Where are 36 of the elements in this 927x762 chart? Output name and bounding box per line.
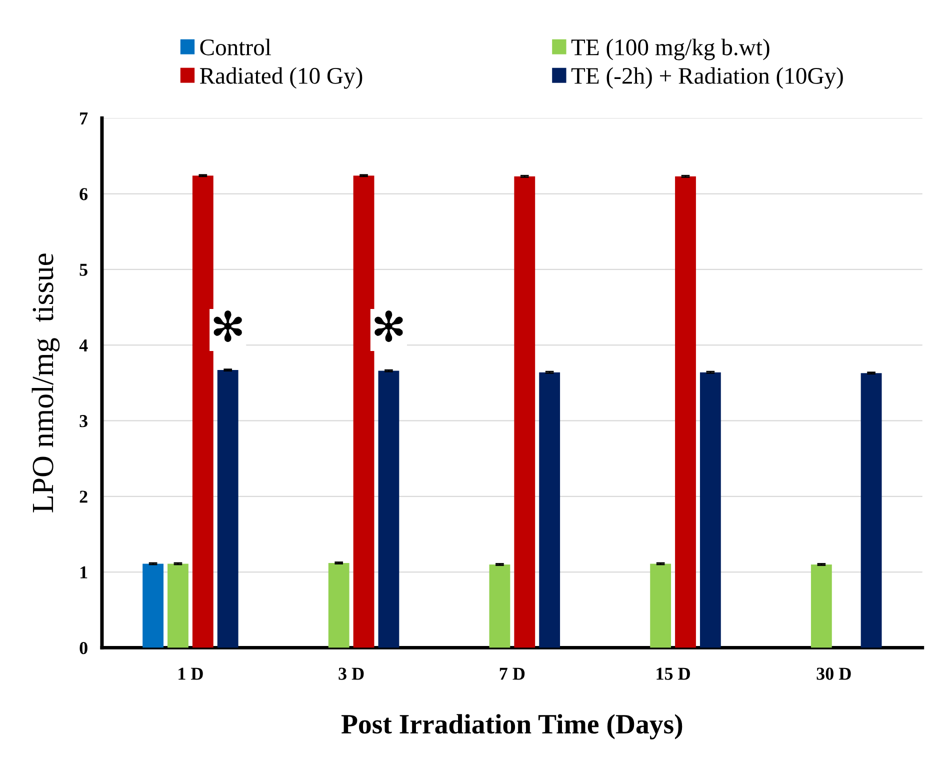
y-tick-label: 6 bbox=[80, 188, 88, 200]
bar bbox=[675, 176, 696, 648]
annotation: ✻ bbox=[214, 310, 242, 342]
legend-label: TE (-2h) + Radiation (10Gy) bbox=[571, 67, 843, 89]
annotation: ✻ bbox=[374, 310, 403, 342]
bar bbox=[700, 372, 721, 648]
bar bbox=[328, 562, 350, 648]
y-tick-label: 5 bbox=[80, 264, 88, 276]
y-tick-label: 0 bbox=[80, 642, 88, 654]
bar bbox=[514, 176, 536, 648]
bar bbox=[168, 564, 188, 648]
bar bbox=[810, 564, 832, 648]
bar bbox=[378, 370, 400, 648]
legend-label: Control bbox=[200, 38, 271, 56]
y-tick-label: 1 bbox=[80, 566, 88, 578]
bar bbox=[489, 564, 510, 648]
y-tick-label: 4 bbox=[79, 339, 88, 352]
bar bbox=[353, 176, 374, 648]
y-tick-label: 7 bbox=[80, 112, 88, 124]
x-axis-title: Post Irradiation Time (Days) bbox=[341, 714, 682, 740]
legend-label: Radiated (10 Gy) bbox=[200, 67, 362, 89]
bar bbox=[860, 373, 882, 648]
bar bbox=[192, 176, 214, 648]
bar bbox=[539, 372, 560, 648]
bar bbox=[650, 564, 672, 648]
x-tick-label: 1 D bbox=[178, 668, 203, 680]
x-tick-label: 30 D bbox=[816, 668, 851, 680]
y-tick-label: 2 bbox=[80, 490, 88, 503]
legend-label: TE (100 mg/kg b.wt) bbox=[571, 38, 770, 60]
bar bbox=[217, 370, 238, 648]
x-tick-label: 7 D bbox=[500, 668, 525, 680]
bar bbox=[142, 564, 164, 648]
y-axis-title: LPO nmol/mg tissue bbox=[32, 254, 60, 512]
x-tick-label: 15 D bbox=[656, 668, 690, 680]
y-tick-label: 3 bbox=[80, 415, 88, 428]
x-tick-label: 3 D bbox=[338, 668, 364, 680]
